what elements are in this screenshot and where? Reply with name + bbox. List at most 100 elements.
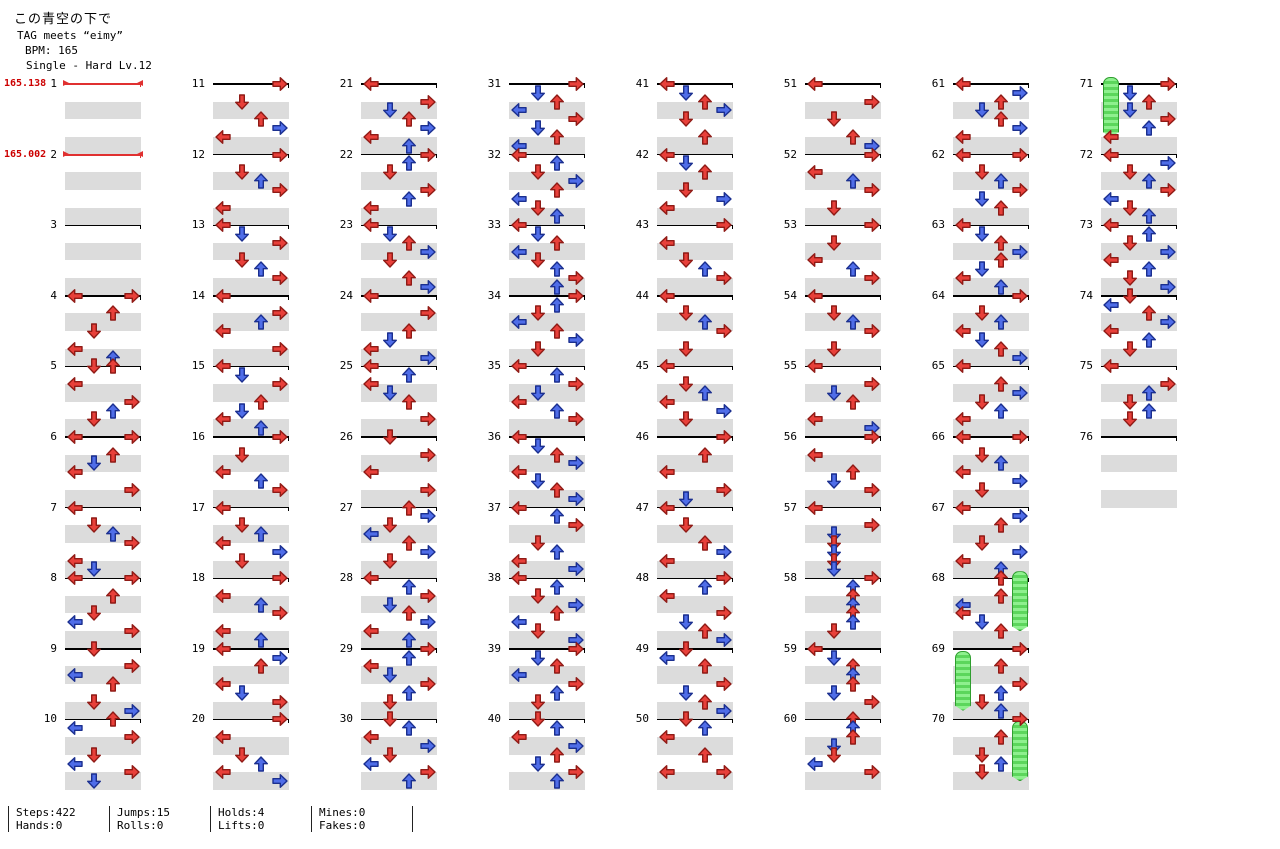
measure-11: 11 (192, 77, 290, 155)
measure-number: 61 (931, 77, 945, 90)
beat-band (953, 489, 1029, 508)
arrow-left-icon (66, 465, 83, 480)
arrow-right-icon (419, 765, 436, 780)
measure-number: 41 (635, 77, 649, 90)
arrow-left-icon (954, 324, 971, 339)
arrow-up-icon (993, 570, 1008, 586)
arrow-down-icon (678, 376, 693, 392)
arrow-left-icon (1102, 218, 1119, 233)
arrow-down-icon (678, 517, 693, 533)
arrow-right-icon (1159, 377, 1176, 392)
beat-band (65, 454, 141, 473)
measure-4: 4 (50, 288, 142, 367)
measure-line (361, 83, 438, 90)
measure-number: 25 (339, 359, 353, 373)
measure-number: 63 (931, 218, 945, 232)
arrow-up-icon (253, 173, 268, 189)
measure-line (65, 577, 142, 584)
beat-band (213, 737, 289, 755)
arrow-down-icon (530, 199, 545, 216)
arrow-left-icon (658, 553, 675, 568)
beat-band (65, 384, 141, 402)
measure-line (65, 718, 142, 725)
arrow-up-icon (401, 685, 416, 701)
arrow-left-icon (510, 553, 527, 568)
arrow-up-icon (697, 579, 712, 595)
arrow-down-icon (86, 746, 101, 763)
arrow-up-icon (253, 658, 268, 675)
beat-band (657, 631, 733, 649)
measure-number: 51 (783, 77, 797, 90)
arrow-left-icon (362, 756, 379, 771)
beat-band (213, 419, 289, 437)
beat-band (213, 631, 289, 649)
measure-line (361, 506, 438, 514)
beat-band (213, 454, 289, 473)
measure-number: 12 (191, 147, 205, 161)
arrow-left-icon (1102, 129, 1119, 144)
measure-line (361, 365, 438, 372)
measure-line (953, 295, 1030, 302)
measure-number: 33 (487, 218, 501, 232)
arrow-up-icon (993, 685, 1008, 701)
arrow-down-icon (530, 120, 545, 136)
arrow-left-icon (66, 288, 83, 303)
beat-band (65, 348, 141, 367)
beat-band (1101, 101, 1177, 120)
arrow-up-icon (1141, 261, 1156, 278)
beat-band (953, 278, 1029, 296)
arrow-down-icon (530, 694, 545, 710)
arrow-up-icon (549, 208, 564, 225)
arrow-right-icon (419, 412, 436, 427)
beat-band (805, 172, 881, 190)
arrow-left-icon (806, 165, 823, 180)
measure-line (805, 436, 882, 443)
arrow-up-icon (549, 720, 564, 736)
measure-number: 26 (339, 430, 353, 443)
beat-band (213, 560, 289, 579)
arrow-left-icon (510, 244, 527, 259)
measure-line (805, 506, 882, 514)
arrow-left-icon (806, 412, 823, 427)
measure-60: 60 (784, 711, 882, 790)
arrow-up-icon (253, 261, 268, 278)
measure-20: 20 (192, 712, 290, 790)
arrow-down-icon (826, 746, 841, 763)
measure-number: 43 (635, 218, 649, 232)
arrow-down-icon (1122, 393, 1137, 410)
arrow-right-icon (419, 350, 436, 365)
arrow-up-icon (1141, 208, 1156, 225)
arrow-up-icon (993, 402, 1008, 419)
beat-band (657, 136, 733, 155)
arrow-right-icon (863, 430, 880, 444)
arrow-left-icon (954, 218, 971, 233)
measure-34: 34 (488, 288, 586, 367)
arrow-up-icon (549, 323, 564, 339)
arrow-left-icon (66, 377, 83, 392)
arrow-right-icon (419, 738, 436, 753)
arrow-up-icon (993, 517, 1008, 533)
arrow-right-icon (271, 694, 288, 709)
arrow-up-icon (549, 544, 564, 560)
beat-band (213, 172, 289, 190)
measure-number: 53 (783, 218, 797, 232)
arrow-down-icon (530, 588, 545, 604)
beat-band (657, 172, 733, 190)
measure-line (953, 506, 1030, 514)
beat-band (657, 242, 733, 261)
arrow-down-icon (530, 438, 545, 454)
measure-52: 52 (784, 147, 882, 226)
arrow-down-icon (678, 182, 693, 198)
arrow-down-icon (974, 305, 989, 322)
beat-band (65, 489, 141, 508)
measure-line (213, 648, 290, 655)
beat-band (361, 242, 437, 261)
measure-40: 40 (488, 711, 586, 790)
arrow-right-icon (419, 588, 436, 603)
arrow-right-icon (271, 121, 288, 136)
beat-band (509, 489, 585, 508)
measure-24: 24 (340, 288, 438, 367)
measure-number: 28 (339, 571, 353, 585)
measure-number: 68 (931, 571, 945, 585)
beat-band (65, 631, 141, 649)
